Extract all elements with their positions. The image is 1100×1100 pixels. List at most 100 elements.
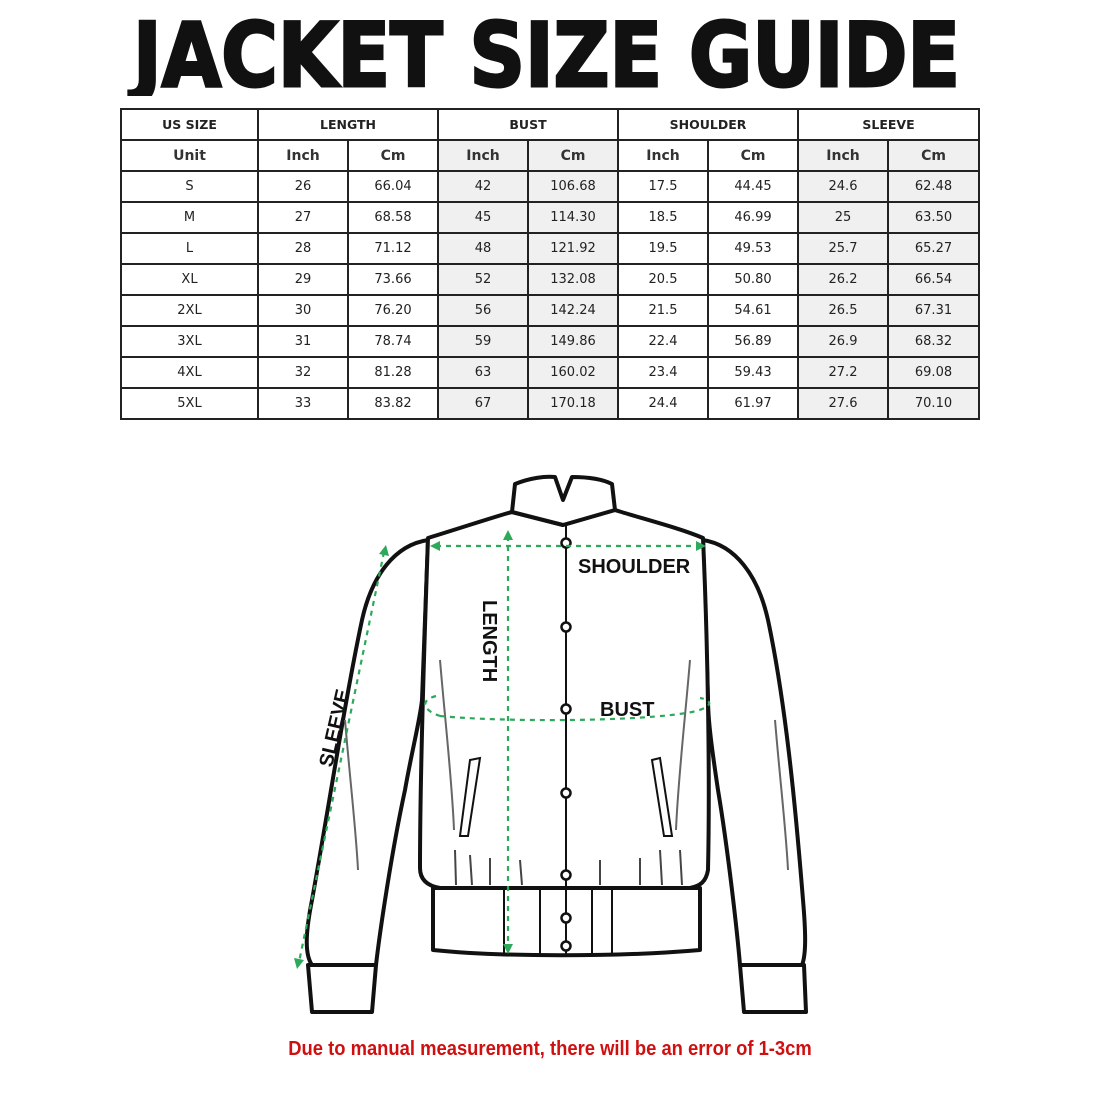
unit-row: Unit Inch Cm Inch Cm Inch Cm Inch Cm: [120, 139, 981, 172]
value-cell: 59: [437, 325, 529, 358]
size-cell: S: [120, 170, 259, 203]
value-cell: 46.99: [707, 201, 799, 234]
value-cell: 68.32: [886, 325, 981, 358]
value-cell: 56.89: [707, 325, 799, 358]
value-cell: 21.5: [617, 294, 709, 327]
value-cell: 17.5: [617, 170, 709, 203]
value-cell: 78.74: [347, 325, 439, 358]
shoulder-label: SHOULDER: [578, 556, 691, 578]
page-title: JACKET SIZE GUIDE: [127, 12, 961, 96]
size-cell: L: [120, 232, 259, 265]
value-cell: 33: [257, 387, 349, 420]
value-cell: 83.82: [347, 387, 439, 420]
length-label: LENGTH: [478, 600, 500, 682]
value-cell: 61.97: [707, 387, 799, 420]
value-cell: 22.4: [617, 325, 709, 358]
left-cuff: [306, 963, 378, 1014]
value-cell: 132.08: [527, 263, 619, 296]
button: [560, 940, 572, 952]
size-cell: 3XL: [120, 325, 259, 358]
value-cell: 31: [257, 325, 349, 358]
right-sleeve: [701, 538, 808, 967]
value-cell: 70.10: [886, 387, 981, 420]
value-cell: 65.27: [886, 232, 981, 265]
measurement-note: Due to manual measurement, there will be…: [288, 1038, 812, 1060]
value-cell: 54.61: [707, 294, 799, 327]
unit-cell: Inch: [257, 139, 349, 172]
unit-cell: Inch: [797, 139, 889, 172]
value-cell: 71.12: [347, 232, 439, 265]
group-header: SHOULDER: [617, 108, 799, 141]
left-sleeve: [304, 538, 430, 967]
group-header: US SIZE: [120, 108, 259, 141]
value-cell: 69.08: [886, 356, 981, 389]
value-cell: 27.2: [797, 356, 889, 389]
value-cell: 121.92: [527, 232, 619, 265]
value-cell: 26.9: [797, 325, 889, 358]
group-header: BUST: [437, 108, 619, 141]
button: [560, 869, 572, 881]
table-row: 5XL 33 83.82 67 170.18 24.4 61.97 27.6 70.10: [120, 387, 981, 420]
value-cell: 59.43: [707, 356, 799, 389]
value-cell: 24.6: [797, 170, 889, 203]
value-cell: 63: [437, 356, 529, 389]
right-cuff: [738, 963, 808, 1014]
value-cell: 52: [437, 263, 529, 296]
value-cell: 62.48: [886, 170, 981, 203]
size-cell: XL: [120, 263, 259, 296]
size-cell: M: [120, 201, 259, 234]
value-cell: 44.45: [707, 170, 799, 203]
title-text: JACKET SIZE GUIDE: [129, 12, 960, 96]
value-cell: 26.5: [797, 294, 889, 327]
value-cell: 66.54: [886, 263, 981, 296]
value-cell: 66.04: [347, 170, 439, 203]
value-cell: 25.7: [797, 232, 889, 265]
button: [560, 787, 572, 799]
value-cell: 19.5: [617, 232, 709, 265]
group-header-row: US SIZE LENGTH BUST SHOULDER SLEEVE: [120, 108, 981, 141]
value-cell: 63.50: [886, 201, 981, 234]
unit-cell: Inch: [437, 139, 529, 172]
value-cell: 68.58: [347, 201, 439, 234]
value-cell: 76.20: [347, 294, 439, 327]
button: [560, 912, 572, 924]
value-cell: 28: [257, 232, 349, 265]
value-cell: 73.66: [347, 263, 439, 296]
group-header: LENGTH: [257, 108, 439, 141]
value-cell: 25: [797, 201, 889, 234]
collar: [510, 474, 617, 527]
table-row: S 26 66.04 42 106.68 17.5 44.45 24.6 62.48: [120, 170, 981, 203]
bust-measure-ellipse: [424, 694, 711, 722]
value-cell: 23.4: [617, 356, 709, 389]
value-cell: 30: [257, 294, 349, 327]
table-row: 4XL 32 81.28 63 160.02 23.4 59.43 27.2 69.08: [120, 356, 981, 389]
value-cell: 29: [257, 263, 349, 296]
size-table: US SIZE LENGTH BUST SHOULDER SLEEVE Unit Inch C…: [120, 108, 981, 420]
value-cell: 106.68: [527, 170, 619, 203]
unit-cell: Cm: [347, 139, 439, 172]
jacket-diagram: SHOULDER LENGTH BUST SLEEVE: [294, 474, 808, 1014]
size-cell: 4XL: [120, 356, 259, 389]
value-cell: 42: [437, 170, 529, 203]
table-row: XL 29 73.66 52 132.08 20.5 50.80 26.2 66.54: [120, 263, 981, 296]
value-cell: 170.18: [527, 387, 619, 420]
value-cell: 18.5: [617, 201, 709, 234]
value-cell: 48: [437, 232, 529, 265]
value-cell: 45: [437, 201, 529, 234]
button: [560, 703, 572, 715]
unit-cell: Inch: [617, 139, 709, 172]
value-cell: 26.2: [797, 263, 889, 296]
table-row: 2XL 30 76.20 56 142.24 21.5 54.61 26.5 67.31: [120, 294, 981, 327]
value-cell: 81.28: [347, 356, 439, 389]
size-cell: 5XL: [120, 387, 259, 420]
value-cell: 20.5: [617, 263, 709, 296]
unit-cell: Cm: [886, 139, 981, 172]
value-cell: 67: [437, 387, 529, 420]
value-cell: 50.80: [707, 263, 799, 296]
value-cell: 27.6: [797, 387, 889, 420]
value-cell: 24.4: [617, 387, 709, 420]
size-cell: 2XL: [120, 294, 259, 327]
value-cell: 67.31: [886, 294, 981, 327]
unit-cell: Unit: [120, 139, 259, 172]
table-row: L 28 71.12 48 121.92 19.5 49.53 25.7 65.27: [120, 232, 981, 265]
